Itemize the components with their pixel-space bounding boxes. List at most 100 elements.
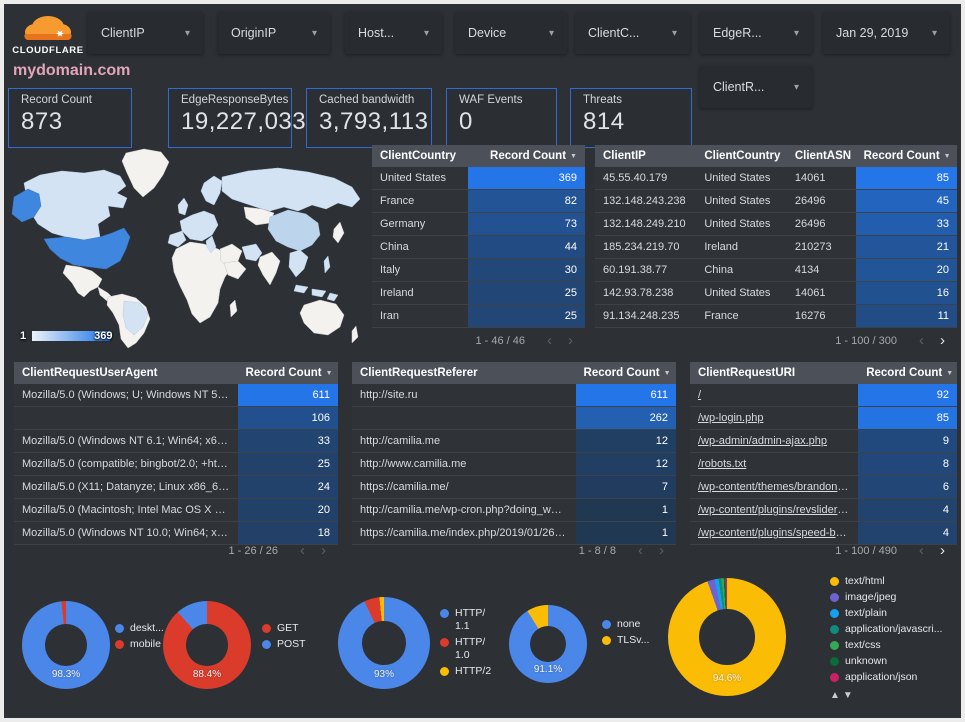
uri-link[interactable]: /wp-content/plugins/speed-booste... [698,527,859,539]
table-client-request-referer: ClientRequestReferer Record Count ▼ http://… [352,362,676,561]
legend-http-version: HTTP/ 1.1 HTTP/ 1.0 HTTP/2 [440,607,491,681]
filter-chip-edgeresponse[interactable]: EdgeR... ▾ [700,12,812,54]
scorecard-label: Record Count [21,94,92,106]
donut-http-method[interactable]: 88.4% [163,601,251,689]
table-row[interactable]: http://site.ru 611 [352,384,676,407]
table-cell: United States [704,287,771,299]
chevron-down-icon: ▾ [931,27,937,39]
table-row[interactable]: Ireland 25 [372,282,585,305]
table-row[interactable]: 91.134.248.235 France 16276 11 [595,305,957,328]
table-cell: United States [704,195,771,207]
record-count-bar: 21 [855,236,957,258]
table-row[interactable]: 132.148.243.238 United States 26496 45 [595,190,957,213]
uri-link[interactable]: /wp-content/plugins/revslider/rs-p... [698,504,859,516]
filter-chip-device[interactable]: Device ▾ [455,12,567,54]
filter-chip-host[interactable]: Host... ▾ [345,12,442,54]
filter-chip-originip[interactable]: OriginIP ▾ [218,12,330,54]
table-row[interactable]: / 92 [690,384,957,407]
table-row[interactable]: China 44 [372,236,585,259]
table-row[interactable]: Mozilla/5.0 (X11; Datanyze; Linux x86_64… [14,476,338,499]
column-header[interactable]: ClientRequestUserAgent [22,367,158,379]
donut-http-version[interactable]: 93% [338,597,430,689]
record-count-bar: 25 [467,282,585,304]
column-header[interactable]: Record Count ▼ [866,367,954,379]
table-row[interactable]: Mozilla/5.0 (Windows NT 10.0; Win64; x64… [14,522,338,545]
next-page-icon[interactable]: › [940,542,945,559]
legend-content-type: text/html image/jpeg text/plain application… [830,575,942,701]
uri-link[interactable]: /robots.txt [698,458,747,470]
table-row[interactable]: France 82 [372,190,585,213]
table-row[interactable]: United States 369 [372,167,585,190]
filter-chip-clientcountry[interactable]: ClientC... ▾ [575,12,690,54]
filter-chip-clientrequest[interactable]: ClientR... ▾ [700,66,812,108]
table-cell: Mozilla/5.0 (compatible; bingbot/2.0; +h… [22,458,238,470]
table-row[interactable]: Mozilla/5.0 (Macintosh; Intel Mac OS X 1… [14,499,338,522]
legend-item: application/json [830,671,942,684]
filter-chip-clientip[interactable]: ClientIP ▾ [88,12,203,54]
legend-label: application/javascri... [845,623,943,635]
table-row[interactable]: http://www.camilia.me 12 [352,453,676,476]
table-row[interactable]: Iran 25 [372,305,585,328]
legend-dot-icon [830,657,839,666]
prev-page-icon: ‹ [300,542,305,559]
table-row[interactable]: /wp-admin/admin-ajax.php 9 [690,430,957,453]
table-row[interactable]: 262 [352,407,676,430]
legend-dot-icon [830,609,839,618]
column-header[interactable]: Record Count ▼ [863,150,951,162]
table-row[interactable]: /wp-content/plugins/speed-booste... 4 [690,522,957,545]
column-header[interactable]: Record Count ▼ [490,150,577,162]
column-header[interactable]: ClientRequestURI [698,367,796,379]
table-cell [352,407,576,429]
sort-descending-icon: ▼ [946,370,954,377]
column-header[interactable]: ClientRequestReferer [360,367,478,379]
filter-chip-label: ClientIP [101,26,145,40]
table-row[interactable]: /wp-content/themes/brandon/plu... 6 [690,476,957,499]
table-cell: Mozilla/5.0 (Windows NT 6.1; Win64; x64;… [22,435,238,447]
column-header[interactable]: ClientCountry [380,150,457,162]
table-row[interactable]: 45.55.40.179 United States 14061 85 [595,167,957,190]
table-row[interactable]: Mozilla/5.0 (Windows NT 6.1; Win64; x64;… [14,430,338,453]
table-row[interactable]: 132.148.249.210 United States 26496 33 [595,213,957,236]
table-row[interactable]: http://camilia.me/wp-cron.php?doing_wp_c… [352,499,676,522]
table-row[interactable]: 185.234.219.70 Ireland 210273 21 [595,236,957,259]
uri-link[interactable]: /wp-content/themes/brandon/plu... [698,481,859,493]
column-header[interactable]: ClientCountry [704,150,781,162]
uri-link[interactable]: / [698,389,702,401]
table-row[interactable]: http://camilia.me 12 [352,430,676,453]
date-range-label: Jan 29, 2019 [836,26,909,40]
uri-link[interactable]: /wp-admin/admin-ajax.php [698,435,828,447]
column-header[interactable]: ClientASN [794,150,852,162]
next-page-icon[interactable]: › [940,332,945,349]
legend-dot-icon [602,636,611,645]
table-row[interactable]: Mozilla/5.0 (Windows; U; Windows NT 5.1;… [14,384,338,407]
table-row[interactable]: 106 [14,407,338,430]
column-header[interactable]: ClientIP [603,150,646,162]
table-row[interactable]: https://camilia.me/7 [352,476,676,499]
table-row[interactable]: Germany 73 [372,213,585,236]
table-row[interactable]: Italy 30 [372,259,585,282]
donut-content-type[interactable]: 94.6% [668,578,786,696]
column-header[interactable]: Record Count ▼ [583,367,671,379]
scorecard-label: Threats [583,94,622,106]
table-row[interactable]: https://camilia.me/index.php/2019/01/26/… [352,522,676,545]
uri-link[interactable]: /wp-login.php [698,412,764,424]
table-row[interactable]: 60.191.38.77 China 4134 20 [595,259,957,282]
column-header[interactable]: Record Count ▼ [245,367,333,379]
donut-tls-version[interactable]: 91.1% [509,605,587,683]
table-row[interactable]: /wp-content/plugins/revslider/rs-p... 4 [690,499,957,522]
world-map[interactable]: 1 369 [8,145,368,350]
date-range-picker[interactable]: Jan 29, 2019 ▾ [823,12,950,54]
record-count-bar: 25 [237,453,338,475]
scorecard-label: WAF Events [459,94,523,106]
record-count-bar: 1 [575,499,676,521]
donut-device-type[interactable]: 98.3% [22,601,110,689]
legend-label: POST [277,638,306,650]
legend-pager[interactable]: ▲▼ [830,690,856,701]
table-row[interactable]: /robots.txt 8 [690,453,957,476]
table-row[interactable]: /wp-login.php 85 [690,407,957,430]
record-count-bar: 20 [237,499,338,521]
table-row[interactable]: Mozilla/5.0 (compatible; bingbot/2.0; +h… [14,453,338,476]
table-row[interactable]: 142.93.78.238 United States 14061 16 [595,282,957,305]
legend-item: unknown [830,655,942,668]
filter-chip-label: ClientR... [713,80,765,94]
